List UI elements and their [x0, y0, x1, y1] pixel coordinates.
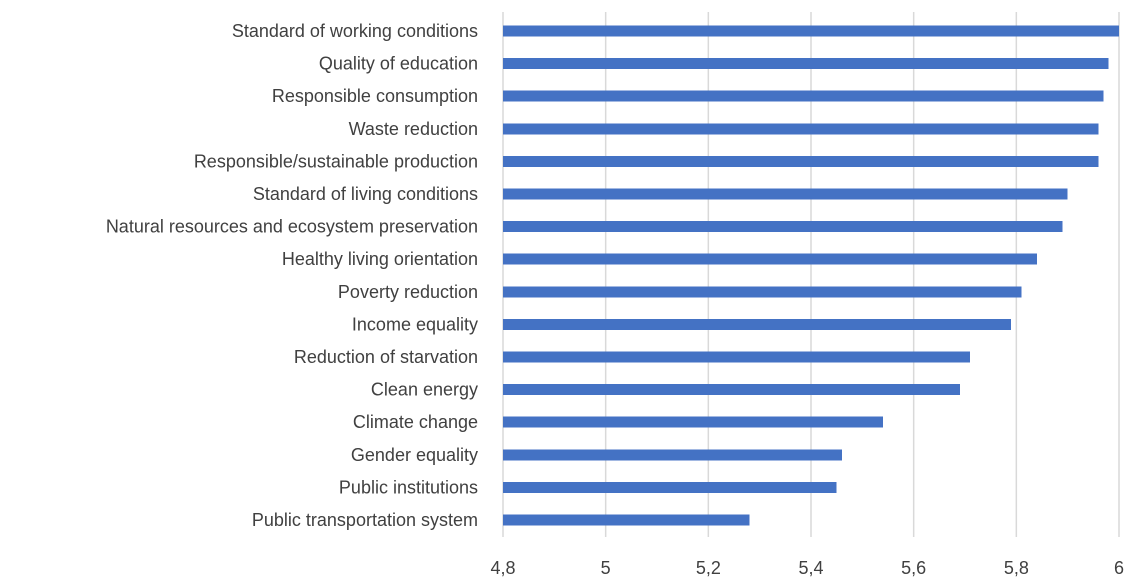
category-label: Responsible consumption	[272, 86, 478, 106]
bar	[503, 384, 960, 396]
category-label: Quality of education	[319, 54, 478, 74]
x-tick-label: 5,2	[696, 558, 721, 578]
bar	[503, 318, 1012, 330]
category-label: Income equality	[352, 314, 478, 334]
bar	[503, 123, 1099, 135]
category-label: Natural resources and ecosystem preserva…	[106, 217, 478, 237]
category-label: Waste reduction	[349, 119, 478, 139]
x-tick-label: 5,6	[901, 558, 926, 578]
category-label: Clean energy	[371, 380, 478, 400]
bar	[503, 481, 837, 493]
bar	[503, 449, 842, 461]
bar	[503, 351, 971, 363]
category-label: Public institutions	[339, 477, 478, 497]
category-label: Poverty reduction	[338, 282, 478, 302]
bar	[503, 221, 1063, 233]
category-label: Healthy living orientation	[282, 249, 478, 269]
category-label: Standard of living conditions	[253, 184, 478, 204]
x-tick-label: 5,8	[1004, 558, 1029, 578]
bar	[503, 286, 1022, 298]
x-axis-tick-labels: 4,8 5 5,2 5,4 5,6 5,8 6	[490, 558, 1124, 578]
bar	[503, 253, 1037, 265]
category-label: Public transportation system	[252, 510, 478, 530]
bar	[503, 90, 1104, 102]
category-label: Reduction of starvation	[294, 347, 478, 367]
x-tick-label: 5	[601, 558, 611, 578]
category-label: Gender equality	[351, 445, 478, 465]
bar	[503, 155, 1099, 167]
bar	[503, 514, 750, 526]
category-label: Responsible/sustainable production	[194, 151, 478, 171]
x-tick-label: 4,8	[490, 558, 515, 578]
category-label: Climate change	[353, 412, 478, 432]
category-label: Standard of working conditions	[232, 21, 478, 41]
bars	[503, 25, 1119, 526]
bar	[503, 58, 1109, 70]
category-labels: Standard of working conditions Quality of…	[106, 21, 478, 530]
bar	[503, 188, 1068, 200]
x-tick-label: 6	[1114, 558, 1124, 578]
bar	[503, 416, 883, 428]
bar	[503, 25, 1119, 37]
x-tick-label: 5,4	[798, 558, 823, 578]
